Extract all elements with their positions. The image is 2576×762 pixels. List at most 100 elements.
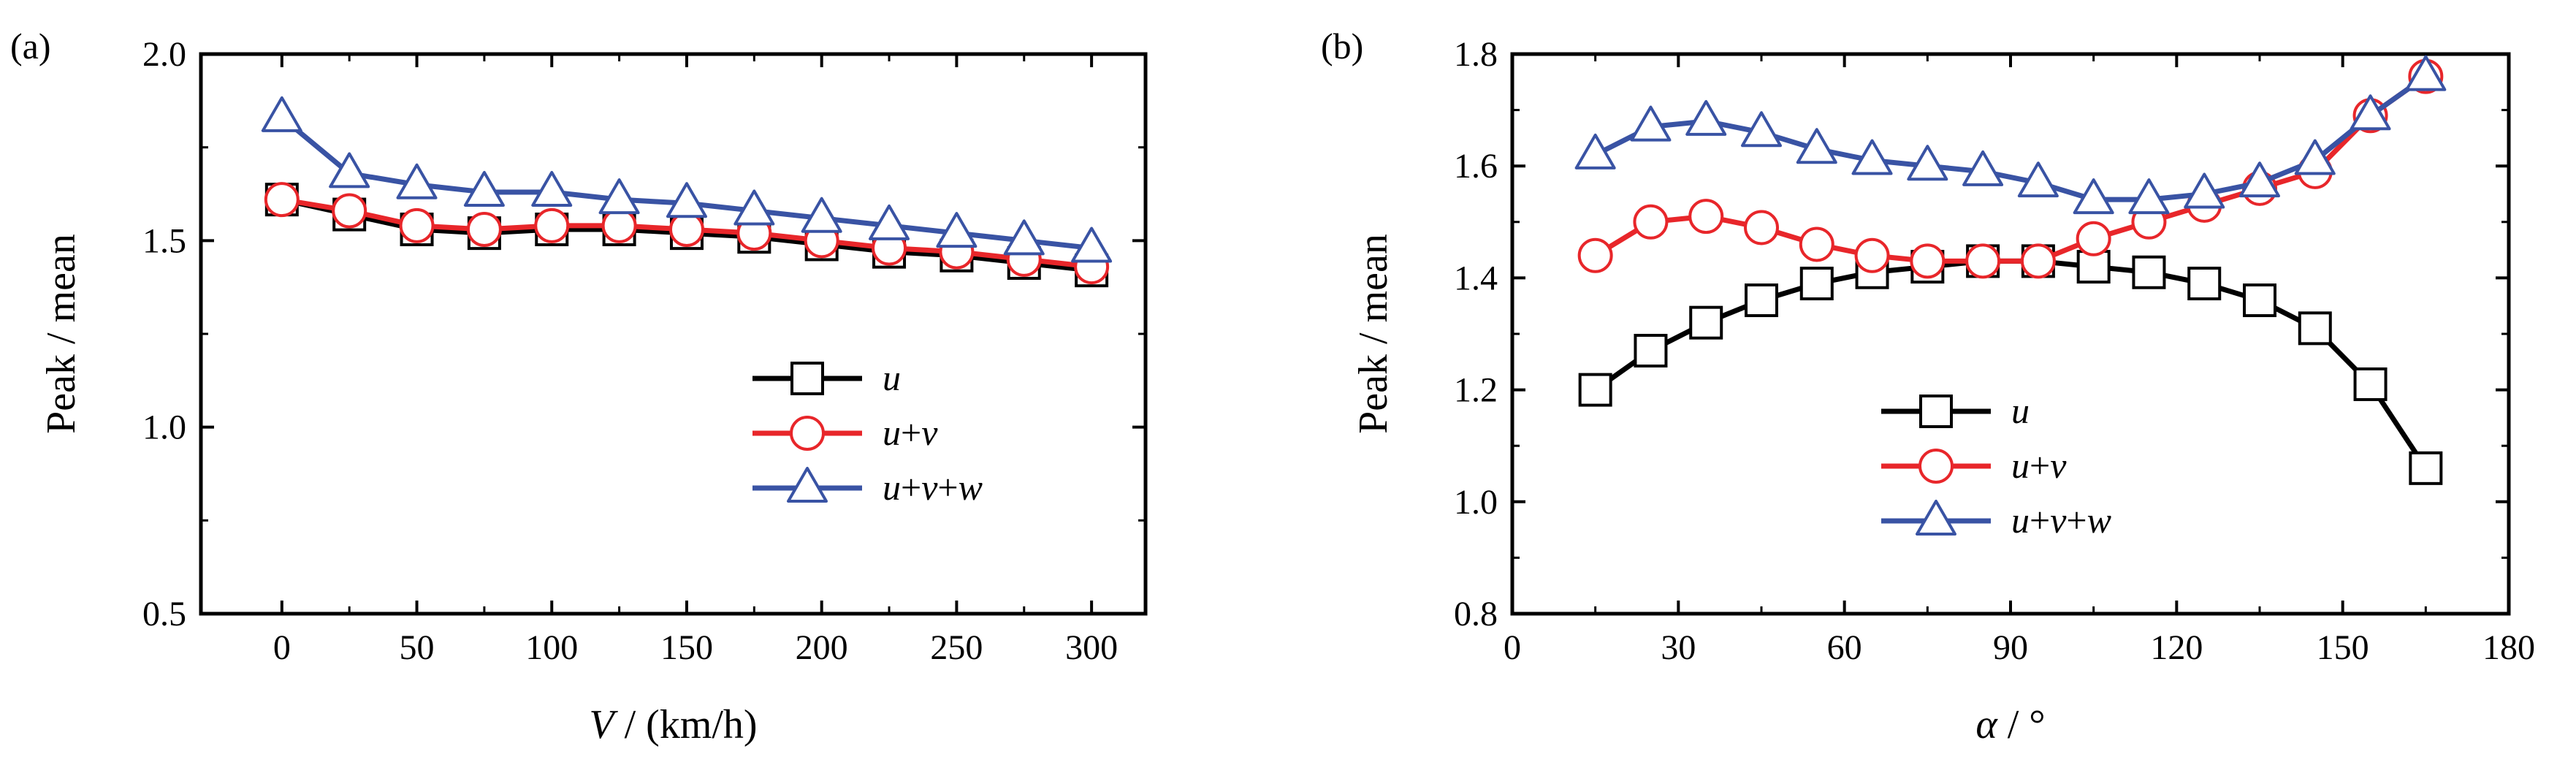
data-point-square (2353, 367, 2388, 401)
data-point-circle (668, 212, 704, 248)
legend: uu+vu+v+w (1881, 390, 2111, 541)
data-point-square (2298, 311, 2332, 346)
data-point-triangle (733, 189, 775, 226)
y-tick-label: 1.8 (1454, 35, 1498, 74)
data-point-triangle (2294, 139, 2336, 175)
data-point-square (2187, 267, 2222, 301)
x-tick-label: 180 (2482, 628, 2535, 667)
y-tick-label: 2.0 (142, 35, 186, 74)
data-point-triangle (869, 204, 910, 240)
data-point-triangle (1071, 226, 1113, 263)
x-axis-title: V / (km/h) (589, 702, 757, 747)
legend-label-part: u (2011, 445, 2030, 486)
y-tick-label: 0.8 (1454, 595, 1498, 633)
data-point-circle (1577, 237, 1613, 273)
legend-label-part: u (883, 412, 901, 453)
data-point-square (1689, 305, 1723, 340)
panel-label: (a) (10, 26, 51, 66)
data-point-square (1634, 333, 1668, 367)
data-point-circle (2076, 221, 2111, 256)
chart-panel-a: (a) 0 50 100 150 200 250 300 0.5 1.0 1.5 2.0 Peak / … (10, 26, 1148, 747)
x-axis-unit: / ° (1997, 702, 2046, 747)
data-point-circle (1965, 243, 2001, 279)
series-line (1593, 74, 2428, 264)
x-tick-label: 100 (525, 628, 578, 667)
series-u (1578, 244, 2443, 485)
data-point-square (2243, 283, 2276, 318)
x-tick-label: 120 (2150, 628, 2203, 667)
legend-label-part: + (901, 467, 921, 508)
data-point-triangle (1003, 219, 1045, 256)
legend-label-part: w (959, 467, 983, 508)
legend-label: u+v+w (883, 467, 983, 508)
data-point-circle (1633, 204, 1669, 240)
data-point-triangle (1685, 99, 1727, 136)
y-tick-label: 0.5 (142, 595, 186, 633)
x-axis-variable: V (589, 702, 618, 747)
x-tick-label: 150 (2317, 628, 2369, 667)
data-point-triangle (2128, 178, 2170, 215)
x-tick-label: 0 (1504, 628, 1521, 667)
legend-label-part: v (921, 467, 938, 508)
data-point-triangle (1962, 150, 2004, 186)
legend-marker-square (790, 362, 824, 395)
data-point-triangle (666, 182, 707, 218)
x-tick-label: 0 (273, 628, 291, 667)
x-tick-label: 150 (660, 628, 713, 667)
legend-label-part: u (2011, 500, 2030, 541)
data-point-triangle (2184, 172, 2225, 209)
legend-marker-square (1919, 395, 1953, 428)
x-tick-label: 50 (400, 628, 435, 667)
data-point-triangle (1851, 139, 1893, 175)
data-point-square (1578, 373, 1612, 407)
y-axis-title: Peak / mean (1351, 234, 1396, 434)
legend-label-part: + (901, 412, 921, 453)
panel-label: (b) (1321, 26, 1363, 66)
legend-label: u+v (2011, 445, 2067, 486)
x-tick-label: 60 (1827, 628, 1862, 667)
y-tick-label: 1.5 (142, 221, 186, 260)
legend-marker-circle (1918, 449, 1954, 484)
data-point-circle (601, 207, 637, 243)
data-point-circle (332, 193, 367, 229)
data-point-circle (2020, 243, 2056, 279)
data-point-circle (264, 182, 300, 218)
x-axis-title: α / ° (1975, 702, 2045, 747)
x-tick-label: 90 (1993, 628, 2028, 667)
legend-label-part: + (2066, 500, 2087, 541)
legend: uu+vu+v+w (752, 357, 983, 508)
data-point-circle (399, 207, 435, 243)
legend-label-part: u (883, 467, 901, 508)
data-point-circle (466, 212, 502, 248)
legend-label: u+v (883, 412, 938, 453)
data-point-circle (534, 207, 570, 243)
data-point-triangle (2350, 94, 2391, 131)
data-point-triangle (531, 170, 573, 207)
y-axis-title: Peak / mean (39, 234, 84, 434)
data-point-triangle (329, 152, 370, 188)
series-line (1594, 74, 2428, 202)
series-u-plus-v-plus-w (1574, 55, 2447, 215)
data-point-square (1799, 267, 1834, 301)
legend-label: u (883, 357, 901, 398)
y-tick-label: 1.4 (1454, 259, 1498, 297)
data-point-triangle (1741, 111, 1782, 148)
data-point-triangle (936, 212, 978, 248)
legend-marker-triangle (1916, 500, 1956, 536)
legend-label-part: v (2050, 445, 2067, 486)
legend-label-part: w (2087, 500, 2111, 541)
plot-frame (199, 52, 1148, 616)
data-point-triangle (2017, 161, 2059, 198)
data-point-circle (1688, 199, 1724, 235)
data-point-triangle (2073, 178, 2114, 215)
y-tick-label: 1.0 (1454, 483, 1498, 522)
legend-label: u+v+w (2011, 500, 2111, 541)
legend-label-part: + (2030, 445, 2050, 486)
data-point-square (2132, 255, 2166, 289)
legend-label-part: v (2050, 500, 2067, 541)
x-tick-label: 300 (1065, 628, 1118, 667)
data-point-triangle (396, 163, 438, 199)
data-point-triangle (2239, 161, 2280, 198)
data-point-triangle (1796, 128, 1837, 164)
